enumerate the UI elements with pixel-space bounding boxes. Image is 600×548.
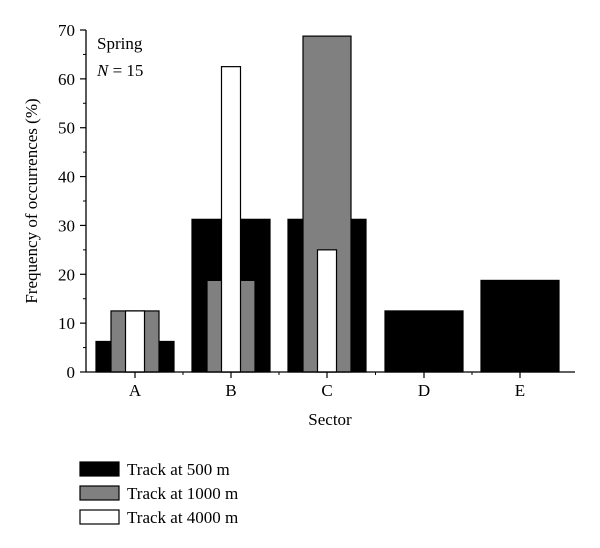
y-tick-label: 0 bbox=[67, 363, 76, 382]
x-tick-label-d: D bbox=[418, 381, 430, 400]
annotation-n: N = 15 bbox=[96, 61, 143, 80]
y-tick-label: 50 bbox=[58, 119, 75, 138]
y-tick-label: 60 bbox=[58, 70, 75, 89]
y-tick-label: 30 bbox=[58, 216, 75, 235]
y-axis-label: Frequency of occurrences (%) bbox=[22, 98, 41, 303]
bar-c-series-3 bbox=[316, 249, 338, 373]
annotation-season: Spring bbox=[97, 34, 143, 53]
legend-label-3: Track at 4000 m bbox=[127, 508, 238, 527]
y-tick-label: 10 bbox=[58, 314, 75, 333]
bar-b-series-3 bbox=[220, 66, 242, 373]
x-axis-label: Sector bbox=[308, 410, 352, 429]
x-tick-label-e: E bbox=[515, 381, 525, 400]
x-tick-label-c: C bbox=[321, 381, 332, 400]
bar-e-series-1 bbox=[480, 279, 560, 373]
x-ticks-layer: A B C D E bbox=[129, 372, 525, 400]
y-tick-label: 40 bbox=[58, 168, 75, 187]
legend-swatch-1 bbox=[79, 461, 120, 477]
legend: Track at 500 m Track at 1000 m Track at 40… bbox=[79, 460, 238, 527]
x-tick-label-a: A bbox=[129, 381, 142, 400]
bar-d-series-1 bbox=[384, 310, 464, 373]
x-tick-label-b: B bbox=[225, 381, 236, 400]
legend-swatch-2 bbox=[79, 485, 120, 501]
y-tick-label: 20 bbox=[58, 265, 75, 284]
bars-layer bbox=[95, 35, 560, 373]
legend-swatch-3 bbox=[79, 509, 120, 525]
y-tick-label: 70 bbox=[58, 21, 75, 40]
bar-a-series-3 bbox=[124, 310, 146, 373]
legend-label-2: Track at 1000 m bbox=[127, 484, 238, 503]
y-ticks-layer: 0 10 20 30 40 50 60 70 bbox=[58, 21, 86, 382]
legend-label-1: Track at 500 m bbox=[127, 460, 230, 479]
